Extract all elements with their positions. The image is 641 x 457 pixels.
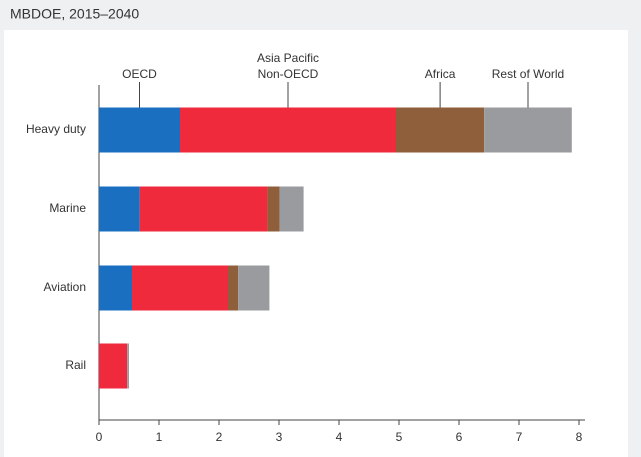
x-tick-label: 6 bbox=[456, 430, 463, 444]
legend-label: Asia Pacific Non-OECD bbox=[256, 51, 320, 81]
bar-segment bbox=[99, 107, 180, 153]
bar-segment bbox=[180, 107, 396, 153]
bar-segment bbox=[127, 343, 129, 389]
x-tick-label: 4 bbox=[336, 430, 343, 444]
y-tick-label: Heavy duty bbox=[26, 122, 86, 136]
legend-label: Rest of World bbox=[491, 67, 565, 81]
bar-segment bbox=[99, 343, 128, 389]
x-tick-label: 3 bbox=[276, 430, 283, 444]
x-tick-label: 8 bbox=[576, 430, 583, 444]
x-tick-label: 7 bbox=[516, 430, 523, 444]
x-tick-label: 5 bbox=[396, 430, 403, 444]
y-tick-label: Rail bbox=[65, 358, 86, 372]
bar-segment bbox=[139, 186, 268, 232]
chart-title: MBDOE, 2015–2040 bbox=[10, 6, 139, 22]
x-tick-label: 2 bbox=[216, 430, 223, 444]
bar-segment bbox=[279, 186, 304, 232]
bar-segment bbox=[228, 265, 239, 311]
bar-segment bbox=[99, 265, 132, 311]
x-tick-label: 0 bbox=[96, 430, 103, 444]
bar-segment bbox=[267, 186, 280, 232]
bar-segment bbox=[396, 107, 485, 153]
bar-segment bbox=[132, 265, 228, 311]
y-tick-label: Aviation bbox=[44, 280, 86, 294]
legend-label: Africa bbox=[424, 67, 456, 81]
legend-label: OECD bbox=[122, 67, 157, 81]
panel bbox=[4, 30, 628, 457]
y-tick-label: Marine bbox=[49, 201, 86, 215]
x-tick-label: 1 bbox=[156, 430, 163, 444]
bar-segment bbox=[238, 265, 270, 311]
bar-segment bbox=[484, 107, 572, 153]
bar-segment bbox=[99, 186, 140, 232]
